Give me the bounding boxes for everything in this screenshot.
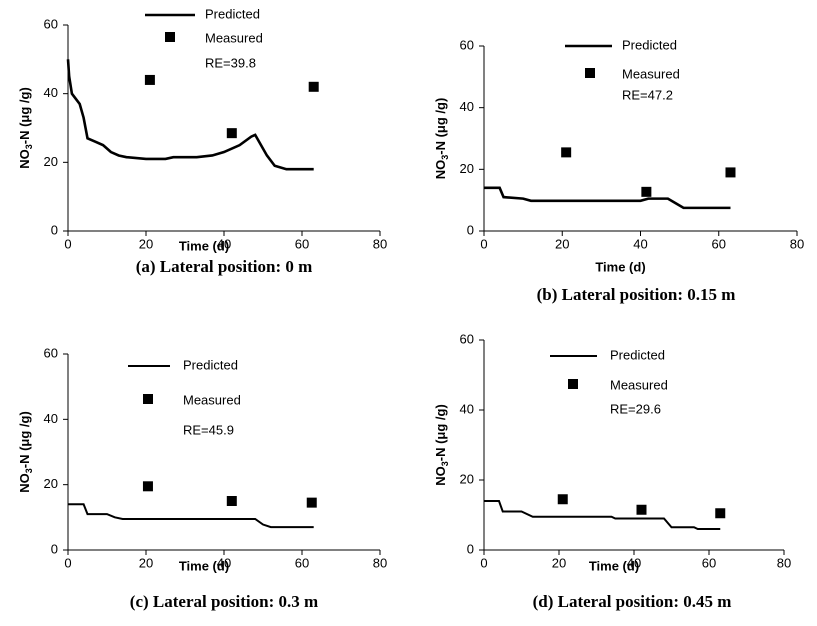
panel: 0 20 40 60 0 20 40 60 80 Time (d) NO3-N (μg /g) (a)… (17, 6, 387, 275)
x-tick-label: 20 (552, 555, 566, 570)
y-tick-label: 40 (460, 99, 474, 114)
legend-label: Predicted (183, 357, 238, 372)
annotation: RE=45.9 (183, 422, 234, 437)
y-axis-label: NO3-N (μg /g) (17, 87, 34, 169)
legend-label: Predicted (205, 6, 260, 21)
legend-marker (143, 394, 153, 404)
legend-label: Measured (183, 392, 241, 407)
y-tick-label: 0 (51, 541, 58, 556)
annotation: RE=29.6 (610, 401, 661, 416)
y-tick-label: 60 (460, 37, 474, 52)
measured-marker (144, 74, 155, 85)
x-axis-label: Time (d) (179, 558, 229, 573)
measured-marker (561, 147, 572, 158)
x-tick-label: 40 (633, 236, 647, 251)
legend-label: Predicted (610, 347, 665, 362)
x-tick-label: 40 (627, 555, 641, 570)
legend-label: Measured (205, 30, 263, 45)
y-axis-label: NO3-N (μg /g) (17, 411, 34, 493)
x-tick-label: 80 (373, 236, 387, 251)
y-tick-label: 60 (44, 345, 58, 360)
y-tick-label: 60 (44, 16, 58, 31)
panel: 0 20 40 60 0 20 40 60 80 Time (d) NO3-N (μg /g) (c)… (17, 345, 387, 610)
y-tick-label: 40 (460, 401, 474, 416)
x-tick-label: 80 (790, 236, 804, 251)
annotation: RE=47.2 (622, 87, 673, 102)
measured-marker (226, 496, 237, 506)
measured-marker (636, 504, 647, 515)
x-axis-label: Time (d) (595, 259, 645, 274)
x-axis-label: Time (d) (589, 558, 639, 573)
panel-caption: (c) Lateral position: 0.3 m (130, 592, 318, 611)
predicted-line (66, 59, 314, 171)
legend-marker (568, 379, 578, 389)
y-tick-label: 20 (460, 471, 474, 486)
x-tick-label: 20 (555, 236, 569, 251)
x-tick-label: 60 (712, 236, 726, 251)
y-tick-label: 40 (44, 411, 58, 426)
y-tick-label: 60 (460, 331, 474, 346)
x-tick-label: 80 (373, 555, 387, 570)
measured-marker (308, 81, 319, 92)
panel-caption: (b) Lateral position: 0.15 m (537, 285, 736, 304)
y-tick-label: 20 (44, 476, 58, 491)
x-tick-label: 40 (217, 555, 231, 570)
measured-marker (725, 167, 736, 178)
x-tick-label: 80 (777, 555, 791, 570)
y-tick-label: 0 (467, 222, 474, 237)
y-axis-label-part: NO (433, 160, 448, 180)
measured-marker (557, 494, 568, 505)
y-axis-label-part: -N (μg /g) (433, 98, 448, 155)
x-tick-label: 60 (702, 555, 716, 570)
measured-marker (306, 497, 317, 508)
legend-marker (165, 32, 175, 42)
y-axis-label-part: NO (433, 466, 448, 486)
measured-marker (715, 508, 726, 519)
y-axis-label-part: 3 (24, 468, 34, 473)
panel: 0 20 40 60 0 20 40 60 80 Time (d) NO3-N (μg /g) (d)… (433, 331, 791, 610)
y-axis-label: NO3-N (μg /g) (433, 404, 450, 486)
x-tick-label: 0 (480, 555, 487, 570)
y-tick-label: 40 (44, 85, 58, 100)
x-tick-label: 20 (139, 555, 153, 570)
y-axis-label-part: 3 (440, 461, 450, 466)
legend-label: Measured (610, 377, 668, 392)
y-tick-label: 0 (51, 222, 58, 237)
x-tick-label: 40 (217, 236, 231, 251)
y-axis-label-part: NO (17, 149, 32, 169)
predicted-line (484, 186, 731, 210)
y-tick-label: 20 (44, 154, 58, 169)
panel-caption: (a) Lateral position: 0 m (136, 257, 313, 276)
x-tick-label: 0 (480, 236, 487, 251)
panel-caption: (d) Lateral position: 0.45 m (533, 592, 732, 611)
measured-marker (226, 128, 237, 139)
annotation: RE=39.8 (205, 55, 256, 70)
y-axis-label-part: -N (μg /g) (17, 411, 32, 468)
x-tick-label: 0 (64, 555, 71, 570)
x-tick-label: 60 (295, 555, 309, 570)
legend-label: Predicted (622, 37, 677, 52)
y-axis-label-part: NO (17, 473, 32, 493)
y-axis-label-part: 3 (440, 155, 450, 160)
y-axis-label-part: -N (μg /g) (17, 87, 32, 144)
predicted-line (68, 503, 314, 529)
y-tick-label: 20 (460, 161, 474, 176)
measured-marker (641, 186, 652, 197)
measured-marker (142, 481, 153, 492)
x-tick-label: 60 (295, 236, 309, 251)
x-axis-label: Time (d) (179, 238, 229, 253)
y-axis-label-part: -N (μg /g) (433, 404, 448, 461)
y-axis-label: NO3-N (μg /g) (433, 98, 450, 180)
y-tick-label: 0 (467, 541, 474, 556)
legend-label: Measured (622, 66, 680, 81)
y-axis-label-part: 3 (24, 144, 34, 149)
x-tick-label: 20 (139, 236, 153, 251)
x-tick-label: 0 (64, 236, 71, 251)
legend-marker (585, 68, 595, 78)
panel: 0 20 40 60 0 20 40 60 80 Time (d) NO3-N (μg /g) (b)… (433, 37, 804, 303)
predicted-line (484, 500, 721, 530)
